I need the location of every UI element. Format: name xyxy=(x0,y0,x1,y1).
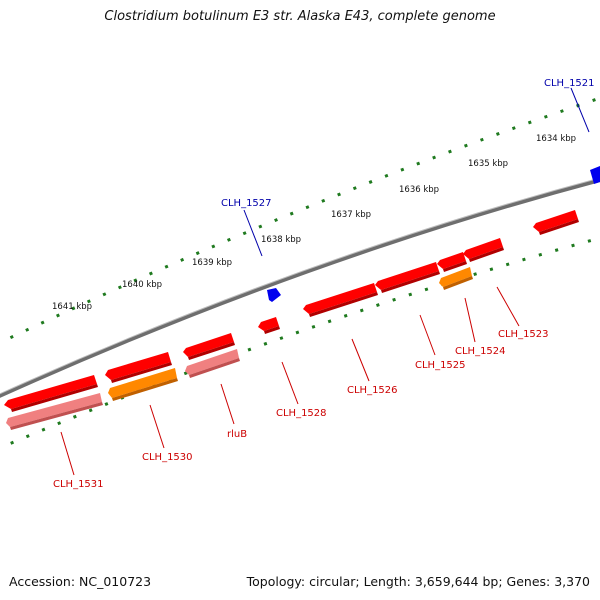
scale-label-1636: 1636 kbp xyxy=(399,185,439,195)
genome-summary-text: Topology: circular; Length: 3,659,644 bp… xyxy=(246,574,590,589)
gene-arrow-clh1525[interactable] xyxy=(375,262,440,293)
gene-label-clh1528[interactable]: CLH_1528 xyxy=(276,408,327,419)
leader-clh1530 xyxy=(149,404,165,449)
gene-arrow-clh1527[interactable] xyxy=(267,288,281,302)
leader-clh1528 xyxy=(281,361,299,405)
leader-rlub xyxy=(220,383,235,425)
gene-label-rlub[interactable]: rluB xyxy=(227,429,247,440)
feature-bar-clh1530[interactable] xyxy=(108,368,178,401)
leader-clh1521 xyxy=(570,87,590,133)
feature-bar-clh1524[interactable] xyxy=(439,267,473,290)
gene-label-clh1527[interactable]: CLH_1527 xyxy=(221,198,272,209)
scale-label-1639: 1639 kbp xyxy=(192,258,232,268)
leader-clh1531 xyxy=(60,431,75,476)
gene-arrow-unlabeled[interactable] xyxy=(533,210,579,235)
gene-arrow-clh1530-red[interactable] xyxy=(105,352,172,383)
gene-arrow-clh1524[interactable] xyxy=(437,252,467,272)
gene-arrow-clh1526[interactable] xyxy=(303,283,378,317)
gene-label-clh1530[interactable]: CLH_1530 xyxy=(142,452,193,463)
scale-label-1637: 1637 kbp xyxy=(331,210,371,220)
scale-label-1635: 1635 kbp xyxy=(468,159,508,169)
leader-clh1524 xyxy=(464,297,476,343)
gene-arrow-clh1523[interactable] xyxy=(463,238,504,262)
map-title: Clostridium botulinum E3 str. Alaska E43… xyxy=(104,9,496,24)
leader-clh1525 xyxy=(419,314,436,356)
gene-label-clh1521[interactable]: CLH_1521 xyxy=(544,78,595,89)
scale-label-1634: 1634 kbp xyxy=(536,134,576,144)
feature-bar-clh1531[interactable] xyxy=(6,393,103,430)
scale-label-1638: 1638 kbp xyxy=(261,235,301,245)
leader-clh1526 xyxy=(351,338,370,382)
inner-tick-track xyxy=(0,236,600,450)
gene-label-clh1524[interactable]: CLH_1524 xyxy=(455,346,506,357)
scale-label-1641: 1641 kbp xyxy=(52,302,92,312)
genome-backbone xyxy=(0,178,600,398)
accession-text: Accession: NC_010723 xyxy=(9,574,152,589)
gene-label-clh1526[interactable]: CLH_1526 xyxy=(347,385,398,396)
gene-arrow-clh1531[interactable] xyxy=(4,375,98,412)
leader-clh1523 xyxy=(496,286,520,327)
gene-arrow-clh1528[interactable] xyxy=(258,317,280,334)
gene-label-clh1525[interactable]: CLH_1525 xyxy=(415,360,466,371)
feature-bar-rlub[interactable] xyxy=(185,349,240,378)
gene-arrow-rlub-red[interactable] xyxy=(183,333,235,360)
gene-label-clh1531[interactable]: CLH_1531 xyxy=(53,479,104,490)
scale-label-1640: 1640 kbp xyxy=(122,280,162,290)
gene-arrow-clh1521[interactable] xyxy=(590,166,600,184)
gene-label-clh1523[interactable]: CLH_1523 xyxy=(498,329,549,340)
leader-clh1527 xyxy=(243,209,263,257)
